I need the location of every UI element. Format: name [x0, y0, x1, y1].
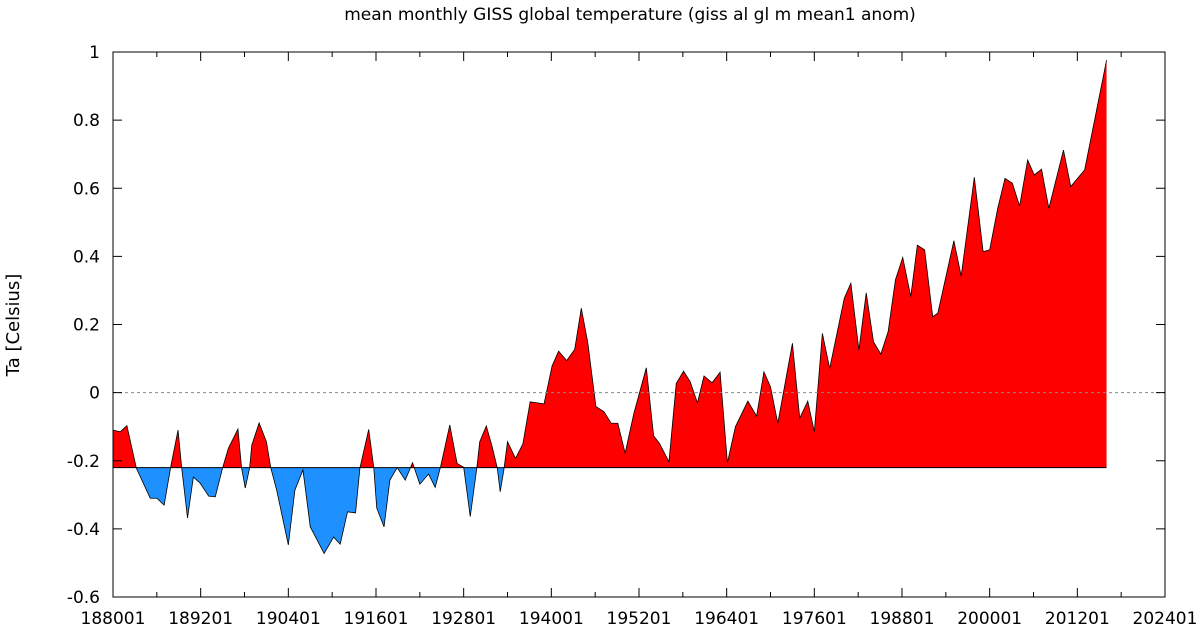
- chart-title: mean monthly GISS global temperature (gi…: [344, 5, 916, 25]
- x-tick-label: 190401: [256, 609, 321, 629]
- x-tick-label: 191601: [344, 609, 409, 629]
- y-tick-label: -0.2: [67, 452, 100, 472]
- x-tick-label: 192801: [431, 609, 496, 629]
- y-tick-label: -0.4: [67, 520, 100, 540]
- y-tick-label: 1: [89, 43, 100, 63]
- x-tick-label: 198801: [870, 609, 935, 629]
- area-below-baseline: [113, 467, 1107, 554]
- series-line: [112, 60, 1107, 555]
- y-tick-label: 0: [89, 384, 100, 404]
- y-tick-label: 0.8: [73, 111, 100, 131]
- y-tick-label: -0.6: [67, 588, 100, 608]
- x-tick-label: 188001: [81, 609, 146, 629]
- y-tick-label: 0.4: [73, 247, 100, 267]
- x-tick-label: 194001: [519, 609, 584, 629]
- y-tick-label: 0.2: [73, 316, 100, 336]
- area-above-baseline: [113, 60, 1107, 468]
- x-tick-label: 195201: [607, 609, 672, 629]
- x-tick-label: 200001: [957, 609, 1022, 629]
- x-tick-label: 202401: [1133, 609, 1198, 629]
- x-tick-label: 189201: [168, 609, 233, 629]
- x-tick-label: 197601: [782, 609, 847, 629]
- x-tick-label: 201201: [1045, 609, 1110, 629]
- y-axis-label: Ta [Celsius]: [3, 274, 24, 378]
- x-tick-label: 196401: [694, 609, 759, 629]
- y-tick-label: 0.6: [73, 179, 100, 199]
